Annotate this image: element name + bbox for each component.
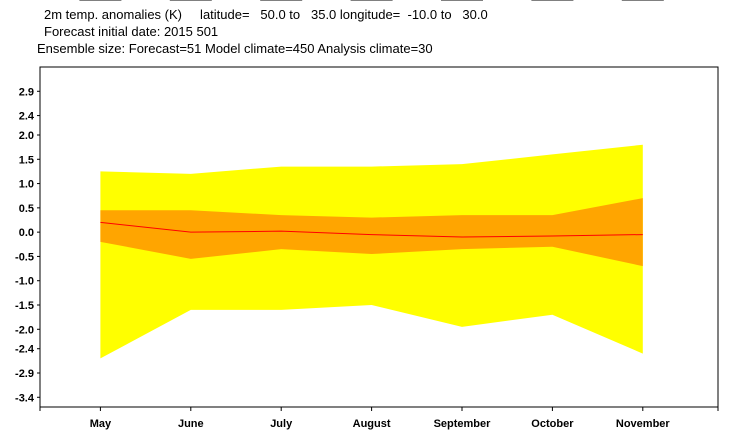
forecast-initial-date: Forecast initial date: 2015 501 — [44, 24, 219, 39]
ensemble-size: Ensemble size: Forecast=51 Model climate… — [37, 41, 433, 56]
y-tick-label: -2.0 — [15, 324, 34, 336]
analysis-median-line — [100, 221, 643, 238]
y-tick-label: -2.9 — [15, 368, 34, 380]
x-tick-label: October — [531, 418, 574, 430]
y-tick-label: 0.5 — [19, 203, 34, 215]
y-tick-label: 1.0 — [19, 179, 34, 191]
y-tick-label: 2.4 — [19, 111, 35, 123]
inner-climate-band — [100, 198, 643, 267]
x-tick-label: June — [178, 418, 204, 430]
analysis-climate-bands — [100, 144, 643, 359]
y-tick-label: 2.9 — [19, 86, 34, 98]
y-tick-label: -2.4 — [15, 344, 35, 356]
plot-frame — [39, 66, 719, 408]
x-tick-label: September — [434, 418, 492, 430]
y-tick-label: -1.0 — [15, 276, 34, 288]
y-tick-label: 2.0 — [19, 130, 34, 142]
chart-title-line-1: 2m temp. anomalies (K) latitude= 50.0 to… — [44, 7, 488, 22]
y-tick-label: -1.5 — [15, 300, 34, 312]
y-tick-label: -0.5 — [15, 251, 34, 263]
x-tick-label: November — [616, 418, 671, 430]
x-tick-label: August — [353, 418, 391, 430]
x-tick-label: May — [90, 418, 112, 430]
y-tick-label: 1.5 — [19, 154, 34, 166]
y-tick-label: -3.4 — [15, 392, 35, 404]
x-tick-label: July — [270, 418, 293, 430]
x-axis: May June July August September October Novembe… — [39, 407, 719, 430]
y-axis: 2.9 2.4 2.0 1.5 1.0 0.5 0.0 -0.5 -1.0 -1.5 -2.0 -2.… — [15, 86, 40, 404]
y-tick-label: 0.0 — [19, 227, 34, 239]
